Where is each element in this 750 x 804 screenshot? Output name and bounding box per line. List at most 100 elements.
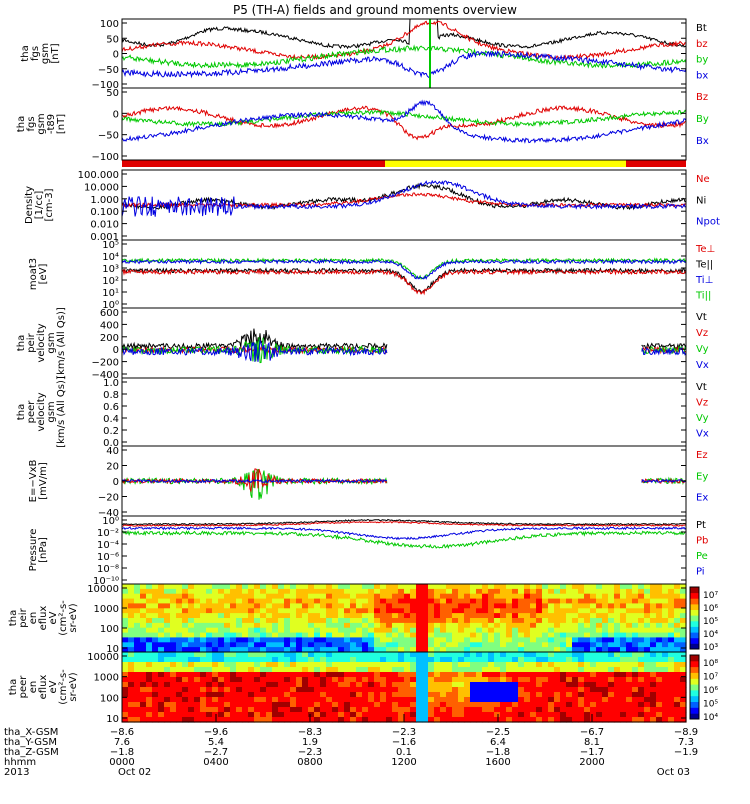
spectrogram-cell	[362, 608, 369, 614]
spectrogram-cell	[308, 632, 315, 639]
spectrogram-cell	[608, 692, 615, 698]
spectrogram-cell	[374, 692, 381, 698]
spectrogram-cell	[464, 692, 471, 698]
spectrogram-cell	[230, 692, 237, 698]
spectrogram-cell	[152, 692, 159, 698]
spectrogram-cell	[182, 642, 189, 648]
spectrogram-cell	[602, 652, 609, 658]
spectrogram-cell	[632, 647, 639, 653]
spectrogram-cell	[590, 618, 597, 624]
spectrogram-cell	[128, 642, 135, 648]
spectrogram-cell	[566, 662, 573, 668]
spectrogram-cell	[188, 692, 195, 698]
spectrogram-cell	[392, 682, 399, 688]
spectrogram-cell	[410, 642, 417, 648]
spectrogram-cell	[662, 647, 669, 653]
spectrogram-cell	[386, 613, 393, 619]
spectrogram-cell	[134, 627, 141, 634]
spectrogram-cell	[356, 608, 363, 614]
spectrogram-cell	[170, 702, 177, 708]
spectrogram-cell	[482, 717, 489, 723]
spectrogram-cell	[434, 652, 441, 658]
spectrogram-cell	[458, 657, 465, 663]
spectrogram-cell	[620, 647, 627, 653]
spectrogram-cell	[446, 613, 453, 619]
spectrogram-cell	[212, 593, 219, 600]
spectrogram-cell	[566, 692, 573, 698]
spectrogram-cell	[320, 584, 327, 590]
spectrogram-cell	[212, 672, 219, 678]
spectrogram-cell	[590, 613, 597, 619]
spectrogram-cell	[626, 647, 633, 653]
spectrogram-cell	[656, 702, 663, 708]
colorbar-tick-label: 10⁷	[703, 673, 718, 683]
spectrogram-cell	[290, 584, 297, 590]
spectrogram-cell	[392, 588, 399, 595]
spectrogram-cell	[488, 682, 495, 688]
spectrogram-cell	[158, 632, 165, 639]
spectrogram-cell	[194, 672, 201, 678]
spectrogram-cell	[350, 657, 357, 663]
spectrogram-cell	[284, 637, 291, 643]
spectrogram-cell	[476, 657, 483, 663]
spectrogram-cell	[392, 613, 399, 619]
spectrogram-cell	[506, 632, 513, 639]
spectrogram-cell	[452, 652, 459, 658]
spectrogram-cell	[422, 677, 429, 683]
colorbar-swatch	[690, 643, 699, 650]
y-tick-label: −50	[98, 131, 119, 142]
spectrogram-cell	[158, 692, 165, 698]
spectrogram-cell	[176, 662, 183, 668]
spectrogram-cell	[386, 712, 393, 718]
spectrogram-cell	[572, 707, 579, 713]
spectrogram-cell	[296, 622, 303, 629]
spectrogram-cell	[356, 588, 363, 595]
spectrogram-cell	[398, 642, 405, 648]
spectrogram-cell	[182, 687, 189, 693]
spectrogram-cell	[578, 622, 585, 629]
spectrogram-cell	[206, 672, 213, 678]
spectrogram-cell	[602, 627, 609, 634]
spectrogram-cell	[638, 707, 645, 713]
spectrogram-cell	[278, 642, 285, 648]
spectrogram-cell	[392, 618, 399, 624]
spectrogram-cell	[464, 584, 471, 590]
spectrogram-cell	[464, 667, 471, 673]
spectrogram-cell	[284, 603, 291, 609]
spectrogram-cell	[404, 677, 411, 683]
spectrogram-cell	[128, 717, 135, 723]
spectrogram-cell	[482, 692, 489, 698]
spectrogram-cell	[338, 682, 345, 688]
spectrogram-cell	[614, 598, 621, 605]
spectrogram-cell	[398, 717, 405, 723]
spectrogram-cell	[590, 667, 597, 673]
spectrogram-cell	[266, 613, 273, 619]
series-npot	[121, 179, 687, 217]
spectrogram-cell	[608, 662, 615, 668]
spectrogram-cell	[512, 667, 519, 673]
colorbar-tick-label: 10⁶	[703, 686, 718, 696]
spectrogram-cell	[302, 697, 309, 703]
spectrogram-cell	[206, 707, 213, 713]
y-tick-label: −400	[92, 370, 119, 381]
spectrogram-cell	[644, 593, 651, 600]
spectrogram-cell	[140, 697, 147, 703]
spectrogram-cell	[164, 657, 171, 663]
spectrogram-cell	[272, 687, 279, 693]
spectrogram-cell	[140, 672, 147, 678]
spectrogram-cell	[164, 618, 171, 624]
spectrogram-cell	[470, 672, 477, 678]
spectrogram-cell	[434, 613, 441, 619]
spectrogram-cell	[560, 632, 567, 639]
spectrogram-cell	[578, 584, 585, 590]
spectrogram-cell	[398, 588, 405, 595]
spectrogram-cell	[254, 672, 261, 678]
spectrogram-cell	[524, 687, 531, 693]
spectrogram-cell	[446, 647, 453, 653]
spectrogram-cell	[380, 632, 387, 639]
spectrogram-cell	[506, 667, 513, 673]
y-tick-label: 100	[100, 693, 119, 704]
orbit-value: −2.3	[298, 747, 322, 758]
y-tick-label: −100	[92, 152, 119, 163]
spectrogram-cell	[500, 717, 507, 723]
